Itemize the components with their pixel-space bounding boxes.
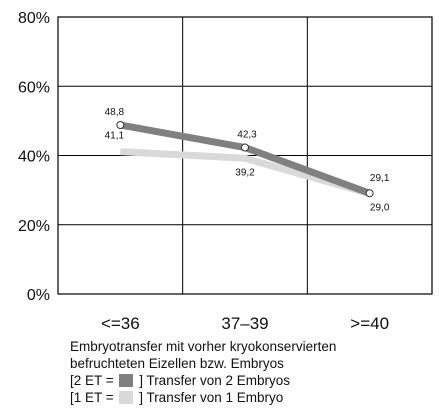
caption-line-2: befruchteten Eizellen bzw. Embryos	[70, 356, 284, 371]
y-axis-ticks: 0% 20% 40% 60% 80%	[18, 10, 50, 304]
line-chart: 0% 20% 40% 60% 80% <=36 37–39 >=40 48,8 42,3 29,…	[18, 10, 433, 333]
y-tick-label: 20%	[18, 218, 50, 235]
legend-suffix: ] Transfer von 2 Embryos	[139, 373, 290, 388]
x-tick-label: 37–39	[221, 314, 268, 333]
x-tick-label: <=36	[101, 314, 140, 333]
chart-caption: Embryotransfer mit vorher kryokonservier…	[70, 338, 435, 406]
data-label: 42,3	[237, 130, 257, 141]
y-tick-label: 60%	[18, 79, 50, 96]
y-tick-label: 0%	[27, 287, 50, 304]
y-tick-label: 80%	[18, 10, 50, 27]
y-tick-label: 40%	[18, 149, 50, 166]
legend-entry-2et: [2 ET = ] Transfer von 2 Embryos	[70, 372, 435, 389]
data-labels: 48,8 42,3 29,1 41,1 39,2 29,0	[105, 107, 390, 214]
data-label: 41,1	[105, 131, 125, 142]
legend-suffix: ] Transfer von 1 Embryo	[139, 390, 284, 405]
grid-lines	[57, 16, 433, 295]
data-label: 39,2	[235, 167, 255, 178]
data-label: 48,8	[105, 107, 125, 118]
legend-prefix: [2 ET =	[70, 373, 114, 388]
data-point	[241, 143, 249, 152]
data-label: 29,1	[370, 173, 390, 184]
data-point	[116, 121, 125, 130]
data-point	[365, 189, 374, 198]
legend-swatch-1et	[119, 391, 134, 404]
x-tick-label: >=40	[350, 314, 389, 333]
data-label: 29,0	[370, 203, 390, 214]
series-line-1-et	[120, 148, 371, 197]
legend-entry-1et: [1 ET = ] Transfer von 1 Embryo	[70, 389, 435, 406]
x-axis-ticks: <=36 37–39 >=40	[101, 314, 389, 333]
legend-swatch-2et	[119, 374, 134, 387]
caption-line-1: Embryotransfer mit vorher kryokonservier…	[70, 339, 337, 354]
legend-prefix: [1 ET =	[70, 390, 114, 405]
series-lines	[116, 121, 374, 198]
